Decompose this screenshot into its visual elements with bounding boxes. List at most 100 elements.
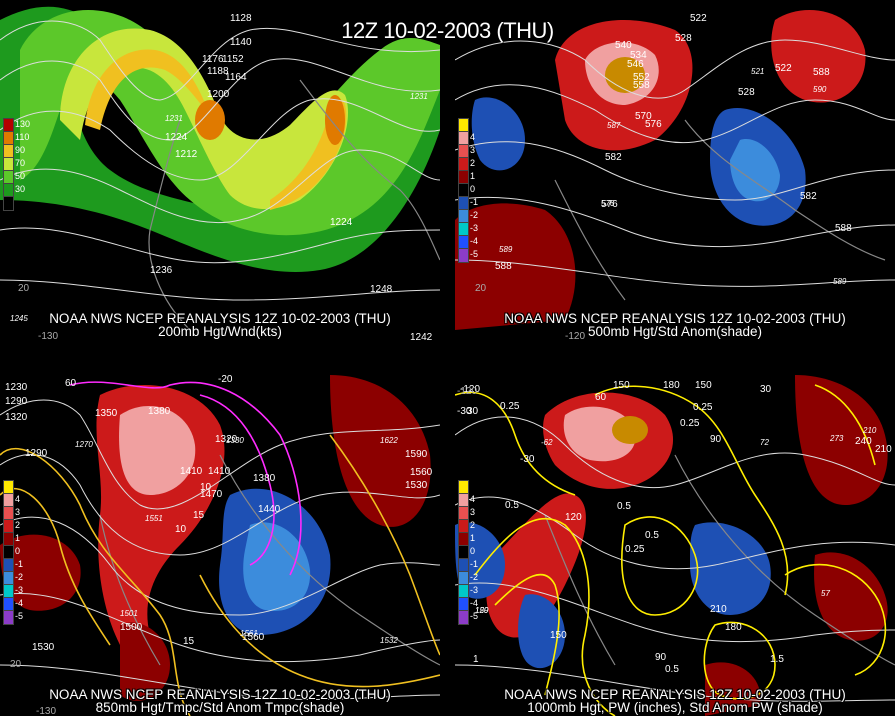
contour-label: 1188 — [207, 66, 229, 77]
legend-label: 30 — [15, 184, 26, 194]
map-200mb — [0, 6, 440, 331]
longitude-label: -130 — [36, 706, 57, 716]
legend-entry: 0 — [458, 183, 498, 198]
legend-entry: -2 — [458, 571, 498, 586]
legend-entry: -5 — [3, 610, 43, 625]
anom-negative-core — [243, 522, 311, 611]
legend-entry: 2 — [3, 519, 43, 534]
legend-label: 3 — [15, 507, 21, 517]
legend-label: 1 — [470, 171, 476, 181]
high-pressure-label: 587 — [607, 121, 621, 130]
contour-label: 1530 — [405, 480, 428, 491]
legend-swatch — [3, 610, 14, 625]
contour-label: 0.5 — [645, 530, 659, 541]
contour-label: 15 — [193, 510, 205, 521]
contour-label: -30 — [457, 406, 472, 417]
height-contours — [0, 20, 440, 301]
anom-negative-south — [518, 594, 565, 669]
contour-label: 546 — [627, 59, 644, 70]
panel-caption-field: 850mb Hgt/Tmpc/Std Anom Tmpc(shade) — [95, 700, 345, 715]
anom-positive-south — [705, 662, 761, 716]
contour-label: 0.5 — [665, 664, 679, 675]
legend-label: 4 — [15, 494, 21, 504]
legend-label: -2 — [470, 210, 479, 220]
coastline — [544, 454, 895, 666]
legend-label: 50 — [15, 171, 26, 181]
contour-label: 30 — [467, 406, 479, 417]
contour-label: 1248 — [370, 284, 393, 295]
legend-swatch — [458, 248, 469, 263]
contour-label: 150 — [613, 380, 630, 391]
contour-label: 1290 — [25, 448, 48, 459]
legend-entry: 4 — [3, 493, 43, 508]
contour-label: 522 — [690, 13, 707, 24]
legend-label: -5 — [15, 611, 24, 621]
legend-entry: 2 — [458, 519, 498, 534]
anom-positive-east — [330, 375, 431, 527]
high-pressure-label: 1551 — [145, 514, 163, 523]
contour-label: 0.5 — [505, 500, 519, 511]
legend-entry: -5 — [458, 610, 498, 625]
contour-label: 588 — [835, 223, 852, 234]
high-pressure-label: 590 — [813, 85, 827, 94]
legend-label: -2 — [15, 572, 24, 582]
contour-label: 1230 — [5, 382, 28, 393]
contour-label: 522 — [775, 63, 792, 74]
contour-label: 1410 — [180, 466, 203, 477]
anom-max-core — [612, 416, 648, 444]
longitude-label: 20 — [475, 283, 487, 294]
anom-negative-east — [690, 522, 771, 615]
contour-label: 1320 — [215, 434, 238, 445]
legend-label: -4 — [470, 236, 479, 246]
coastline — [148, 79, 440, 331]
contour-label: 1224 — [330, 217, 353, 228]
contour-label: 1140 — [230, 37, 252, 48]
contour-label: 90 — [710, 434, 722, 445]
legend-label: 3 — [470, 145, 476, 155]
legend-entry: -3 — [458, 584, 498, 599]
low-pressure-label: 521 — [751, 67, 765, 76]
legend-entry: 4 — [458, 493, 498, 508]
contour-label: 1224 — [165, 132, 188, 143]
legend-entry: 110 — [3, 131, 43, 146]
contour-label: 588 — [495, 261, 512, 272]
contour-label: 0.5 — [617, 501, 631, 512]
contour-label: 576 — [601, 199, 618, 210]
legend-entry: -3 — [458, 222, 498, 237]
contour-label: 180 — [663, 380, 680, 391]
contour-label: 0.25 — [500, 401, 520, 412]
anom-positive-east — [795, 375, 888, 505]
legend-label: -1 — [470, 559, 479, 569]
legend-label: -3 — [470, 585, 479, 595]
contour-label: 1242 — [410, 332, 433, 341]
map-500mb — [455, 10, 895, 330]
legend-entry: 50 — [3, 170, 43, 185]
high-pressure-label: 1561 — [240, 629, 258, 638]
longitude-label: 20 — [10, 659, 22, 670]
contour-label: 1290 — [5, 396, 28, 407]
contour-label: 60 — [595, 392, 607, 403]
contour-label: 1590 — [405, 449, 428, 460]
longitude-label: -120 — [457, 386, 478, 397]
high-pressure-label: 1245 — [10, 314, 28, 323]
longitude-label: -120 — [565, 331, 586, 341]
chart-title: 12Z 10-02-2003 (THU) — [341, 18, 554, 43]
high-pressure-label: 1622 — [380, 436, 398, 445]
contour-label: 90 — [655, 652, 667, 663]
contour-label: 552 — [633, 72, 650, 83]
contour-label: 540 — [615, 40, 632, 51]
low-pressure-label: -62 — [541, 438, 553, 447]
legend-entry: 0 — [458, 545, 498, 560]
contour-label: 15 — [183, 636, 195, 647]
legend-entry: 4 — [458, 131, 498, 146]
jet-core-1 — [85, 49, 210, 130]
contour-label: 1176 — [202, 54, 224, 65]
legend-entry — [458, 118, 498, 133]
contour-label: 30 — [760, 384, 772, 395]
legend-label: -2 — [470, 572, 479, 582]
legend-label: 110 — [15, 132, 30, 142]
contour-label: 10 — [200, 482, 212, 493]
legend-entry — [3, 196, 43, 211]
legend-label: 1 — [470, 533, 476, 543]
legend-entry: 2 — [458, 157, 498, 172]
